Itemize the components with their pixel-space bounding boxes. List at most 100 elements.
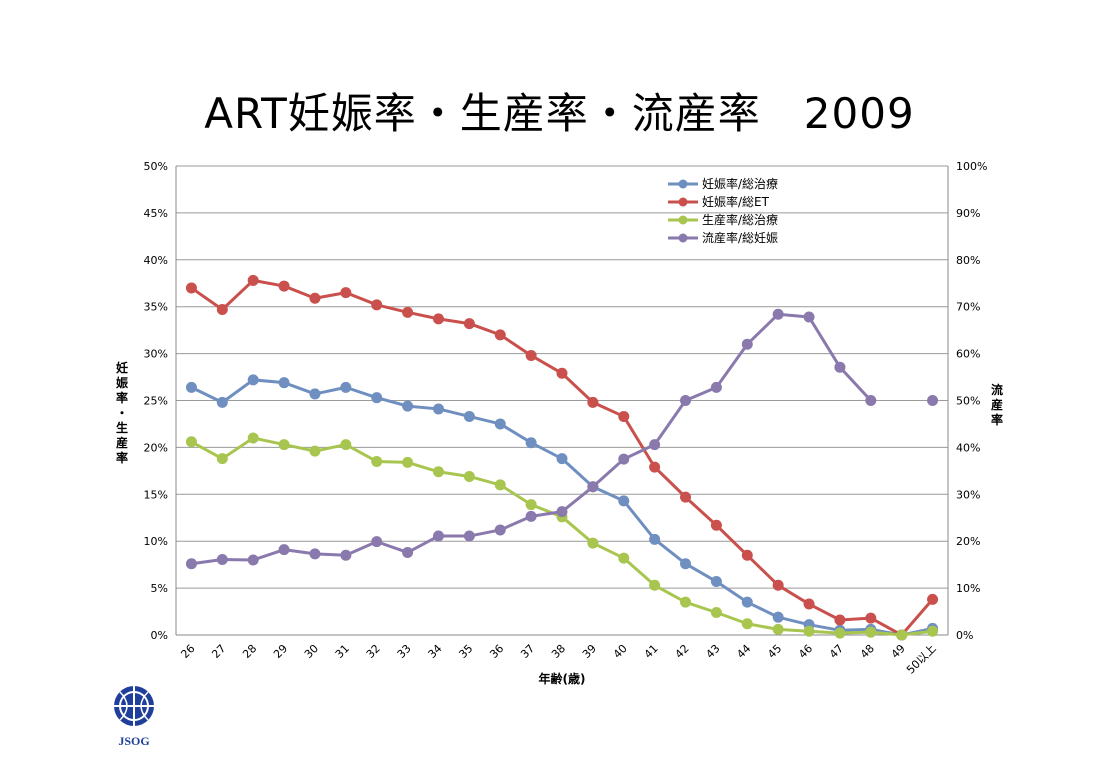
data-point: [402, 546, 414, 558]
left-axis-ticks: 0% 5% 10% 15% 20% 25% 30% 35% 40% 45% 50%: [144, 160, 168, 642]
right-axis-label-char: 率: [991, 412, 1003, 427]
right-tick-label: 50%: [956, 395, 980, 408]
data-point: [309, 548, 321, 560]
left-axis-label-char: 妊: [116, 360, 128, 375]
x-tick-label: 47: [827, 642, 846, 661]
x-tick-label: 48: [858, 642, 877, 661]
data-point: [494, 418, 506, 430]
x-axis-label: 年齢(歳): [539, 671, 586, 686]
right-tick-label: 30%: [956, 488, 980, 501]
data-point: [340, 287, 352, 299]
left-tick-label: 5%: [151, 582, 168, 595]
data-point: [618, 453, 630, 465]
data-point: [834, 614, 846, 626]
data-point: [618, 552, 630, 564]
right-axis-label-char: 産: [991, 397, 1003, 412]
data-point: [927, 593, 939, 605]
data-point: [896, 629, 908, 641]
x-tick-label: 34: [426, 642, 445, 661]
x-tick-label: 40: [611, 642, 630, 661]
data-point: [371, 392, 383, 404]
data-point: [340, 381, 352, 393]
data-point: [432, 313, 444, 325]
left-tick-label: 40%: [144, 254, 168, 267]
data-point: [649, 461, 661, 473]
right-tick-label: 40%: [956, 441, 980, 454]
data-point: [185, 381, 197, 393]
left-axis-label-char: 率: [116, 450, 128, 465]
legend-label: 妊娠率/総ET: [702, 194, 770, 209]
legend-label: 妊娠率/総治療: [702, 176, 778, 191]
data-point: [185, 558, 197, 570]
data-point: [680, 558, 692, 570]
data-point: [741, 549, 753, 561]
data-point: [865, 626, 877, 638]
data-point: [247, 374, 259, 386]
data-point: [710, 576, 722, 588]
data-point: [772, 308, 784, 320]
legend-item: 妊娠率/総治療: [668, 176, 778, 191]
data-point: [649, 533, 661, 545]
legend-swatch-marker: [678, 197, 688, 207]
left-axis-label-char: 産: [116, 435, 128, 450]
data-point: [216, 453, 228, 465]
x-tick-label: 29: [271, 642, 290, 661]
data-point: [649, 579, 661, 591]
x-tick-label: 42: [673, 642, 692, 661]
data-point: [680, 395, 692, 406]
data-point: [432, 403, 444, 415]
data-point: [803, 625, 815, 637]
x-tick-label: 38: [549, 642, 568, 661]
left-tick-label: 30%: [144, 348, 168, 361]
data-point: [587, 537, 599, 549]
data-point: [278, 439, 290, 451]
left-tick-label: 15%: [144, 488, 168, 501]
data-point: [247, 432, 259, 444]
data-point: [340, 549, 352, 561]
x-tick-label: 36: [487, 642, 506, 661]
x-tick-label: 28: [240, 642, 259, 661]
legend-swatch-marker: [678, 233, 688, 243]
right-tick-label: 10%: [956, 582, 980, 595]
data-point: [680, 491, 692, 503]
legend-swatch-marker: [678, 179, 688, 189]
x-tick-label: 41: [642, 642, 661, 661]
left-tick-label: 20%: [144, 441, 168, 454]
data-point: [772, 623, 784, 635]
legend-label: 流産率/総妊娠: [702, 230, 778, 245]
data-point: [865, 612, 877, 624]
right-axis-ticks: 0% 10% 20% 30% 40% 50% 60% 70% 80% 90% 100%: [956, 160, 987, 642]
data-point: [216, 396, 228, 408]
left-tick-label: 35%: [144, 301, 168, 314]
data-point: [247, 274, 259, 286]
data-point: [494, 329, 506, 341]
data-point: [741, 618, 753, 630]
data-point: [865, 395, 877, 406]
jsog-logo: JSOG: [114, 686, 154, 748]
data-point: [463, 410, 475, 422]
data-point: [402, 306, 414, 318]
right-tick-label: 70%: [956, 301, 980, 314]
data-point: [741, 596, 753, 608]
x-tick-label: 44: [734, 642, 753, 661]
data-point: [340, 439, 352, 451]
data-point: [371, 299, 383, 311]
data-point: [556, 506, 568, 518]
x-tick-label: 50以上: [904, 642, 939, 677]
left-tick-label: 10%: [144, 535, 168, 548]
x-tick-label: 35: [456, 642, 475, 661]
data-point: [525, 499, 537, 511]
data-point: [463, 470, 475, 482]
legend-item: 妊娠率/総ET: [668, 194, 770, 209]
data-point: [927, 625, 939, 637]
left-tick-label: 45%: [144, 207, 168, 220]
data-point: [402, 456, 414, 468]
data-point: [432, 466, 444, 478]
right-tick-label: 90%: [956, 207, 980, 220]
data-point: [834, 361, 846, 373]
data-point: [680, 596, 692, 608]
series-group: [185, 274, 939, 641]
axes: [175, 166, 949, 635]
right-tick-label: 60%: [956, 348, 980, 361]
